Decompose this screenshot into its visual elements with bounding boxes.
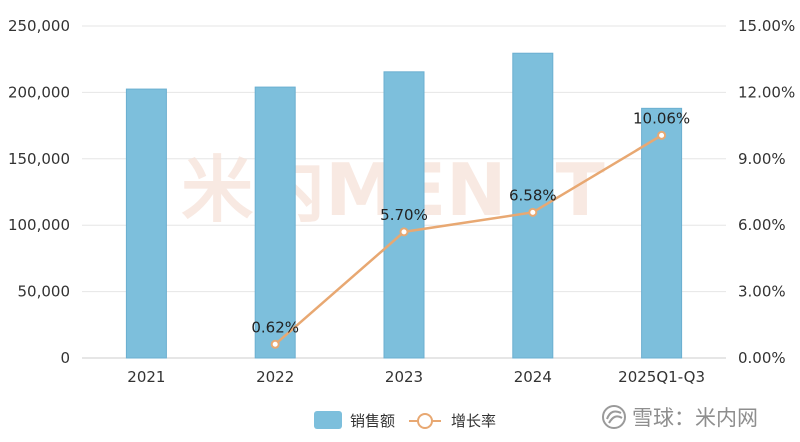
legend: 销售额 增长率 bbox=[314, 411, 496, 430]
growth-line bbox=[274, 134, 663, 346]
bar bbox=[125, 88, 167, 359]
y-left-tick-label: 50,000 bbox=[18, 283, 71, 301]
y-left-tick-label: 0 bbox=[60, 349, 70, 367]
growth-data-label: 5.70% bbox=[380, 206, 428, 224]
y-right-tick-label: 0.00% bbox=[738, 349, 786, 367]
legend-line-marker bbox=[417, 413, 433, 429]
growth-point bbox=[657, 130, 667, 140]
source-badge-text: 雪球：米内网 bbox=[632, 406, 758, 430]
bar bbox=[512, 52, 554, 359]
legend-line-label: 增长率 bbox=[451, 412, 496, 430]
y-left-tick-label: 100,000 bbox=[8, 216, 70, 234]
bar bbox=[254, 86, 296, 359]
y-right-tick-label: 6.00% bbox=[738, 216, 786, 234]
y-right-tick-label: 12.00% bbox=[738, 83, 795, 101]
legend-bar-label: 销售额 bbox=[350, 412, 395, 430]
source-badge: 雪球：米内网 bbox=[602, 405, 758, 430]
growth-data-label: 0.62% bbox=[251, 318, 299, 336]
y-left-tick-label: 150,000 bbox=[8, 150, 70, 168]
y-right-tick-label: 3.00% bbox=[738, 283, 786, 301]
growth-point bbox=[399, 227, 409, 237]
y-right-tick-label: 9.00% bbox=[738, 150, 786, 168]
y-right-tick-label: 15.00% bbox=[738, 17, 795, 35]
x-tick-label: 2023 bbox=[385, 368, 423, 386]
y-left-tick-label: 200,000 bbox=[8, 83, 70, 101]
legend-bar-swatch bbox=[314, 411, 342, 429]
x-tick-label: 2021 bbox=[127, 368, 165, 386]
bar bbox=[641, 107, 683, 359]
bar bbox=[383, 71, 425, 359]
x-tick-label: 2022 bbox=[256, 368, 294, 386]
growth-point bbox=[528, 207, 538, 217]
growth-data-label: 10.06% bbox=[633, 109, 690, 127]
growth-point bbox=[270, 339, 280, 349]
line-series: 0.62% 5.70% 6.58% 10.06% bbox=[251, 109, 690, 349]
y-left-tick-label: 250,000 bbox=[8, 17, 70, 35]
axes: 0 50,000 100,000 150,000 200,000 250,000 0.00%… bbox=[8, 17, 795, 386]
x-tick-label: 2024 bbox=[514, 368, 552, 386]
growth-data-label: 6.58% bbox=[509, 186, 557, 204]
x-tick-label: 2025Q1-Q3 bbox=[618, 368, 705, 386]
snowball-icon bbox=[602, 405, 626, 429]
